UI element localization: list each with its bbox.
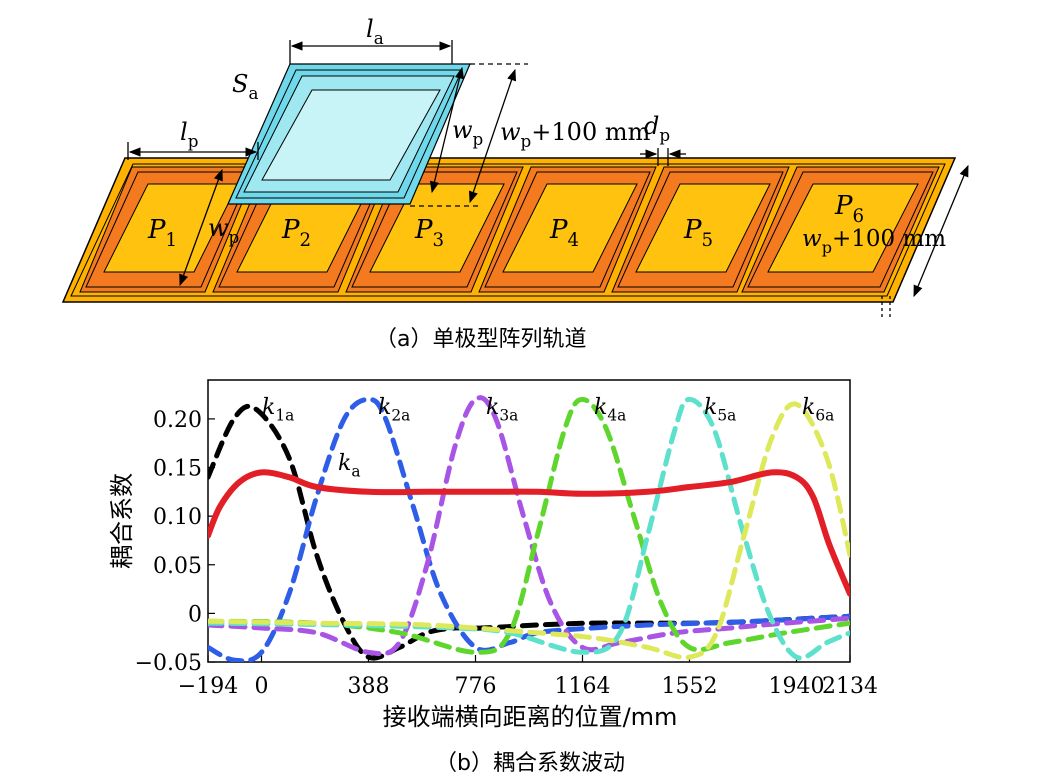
y-tick-label: −0.05	[135, 651, 202, 676]
x-tick-label: 2134	[822, 674, 878, 699]
x-tick-label: 776	[455, 674, 497, 699]
plot-frame	[207, 379, 851, 663]
x-tick-label: −194	[178, 674, 238, 699]
label-la: la	[366, 15, 384, 48]
dimension-lines	[127, 40, 969, 318]
curve-label-k5a: k5a	[704, 395, 736, 425]
pad-label-3: P3	[414, 215, 444, 251]
curve-label-k1a: k1a	[262, 395, 294, 425]
pad-6	[741, 166, 940, 293]
label-wp-plus-right: wp+100 mm	[802, 226, 946, 257]
series-line-k1a	[208, 403, 850, 661]
x-tick-label: 1940	[769, 674, 825, 699]
series-line-k2a	[208, 396, 850, 662]
series-line-k5a	[208, 396, 850, 661]
series-line-k4a	[208, 396, 850, 655]
y-tick-label: 0.05	[153, 554, 202, 579]
receiver-sa	[227, 63, 471, 205]
label-sa: Sa	[232, 70, 258, 103]
label-wp-plus-receiver: wp+100 mm	[500, 118, 651, 151]
x-tick-label: 1164	[555, 674, 611, 699]
x-axis-label: 接收端横向距离的位置/mm	[383, 703, 678, 731]
x-tick-label: 388	[348, 674, 390, 699]
pad-4	[478, 166, 657, 293]
curve-label-k6a: k6a	[802, 395, 834, 425]
panel-a-track-diagram: la Sa lp wp wp wp+100 mm dp P1 P2 P3 P4 …	[61, 15, 969, 352]
pad-label-2: P2	[281, 215, 311, 251]
series-line-k3a	[208, 395, 850, 657]
series-line-ka	[208, 469, 850, 597]
pad-label-4: P4	[549, 215, 579, 251]
pad-label-1: P1	[147, 215, 177, 251]
series-line-k6a	[208, 401, 850, 661]
label-wp-pad: wp	[208, 214, 239, 247]
x-tick-label: 0	[255, 674, 269, 699]
curve-label-k3a: k3a	[486, 395, 518, 425]
track-inner-line	[70, 163, 946, 297]
series-layer	[208, 395, 850, 662]
label-dp: dp	[644, 112, 670, 145]
x-tick-label: 1552	[662, 674, 718, 699]
caption-b: （b）耦合系数波动	[435, 751, 625, 776]
caption-a: （a）单极型阵列轨道	[375, 327, 586, 352]
y-tick-label: 0.20	[153, 408, 202, 433]
label-wp-receiver: wp	[452, 116, 483, 149]
curve-label-ka: ka	[338, 451, 361, 481]
y-tick-label: 0.15	[153, 457, 202, 482]
curve-label-k4a: k4a	[594, 395, 626, 425]
y-tick-label: 0.10	[153, 505, 202, 530]
y-tick-label: 0	[188, 602, 202, 627]
curve-label-k2a: k2a	[378, 395, 410, 425]
pad-5	[611, 166, 790, 293]
pad-label-6: P6	[834, 191, 864, 227]
y-axis-label: 耦合系数	[108, 473, 136, 569]
pad-label-5: P5	[683, 215, 713, 251]
label-lp: lp	[180, 118, 198, 151]
